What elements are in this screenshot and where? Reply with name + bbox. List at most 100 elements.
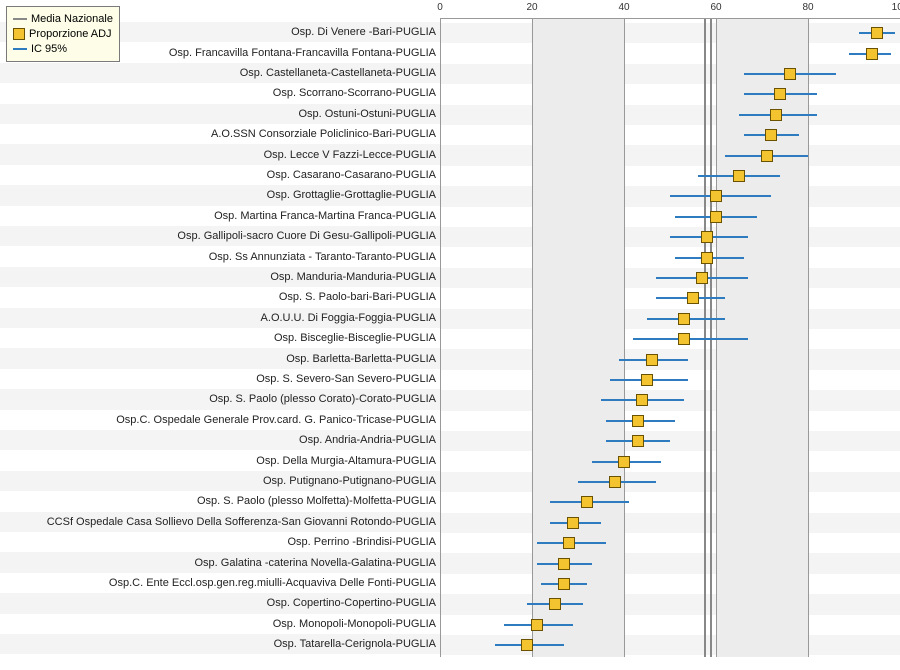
row-label: A.O.U.U. Di Foggia-Foggia-PUGLIA — [261, 312, 436, 324]
row-label: Osp. Francavilla Fontana-Francavilla Fon… — [169, 47, 436, 59]
forest-plot: Media NazionaleProporzione ADJIC 95% 0 20… — [0, 0, 900, 670]
row-label: Osp. Ss Annunziata - Taranto-Taranto-PUG… — [209, 251, 436, 263]
row-label-wrap: Osp. S. Paolo (plesso Molfetta)-Molfetta… — [0, 491, 440, 511]
point-marker — [710, 190, 722, 202]
row-label: Osp.C. Ente Eccl.osp.gen.reg.miulli-Acqu… — [109, 577, 436, 589]
legend-item: Media Nazionale — [13, 12, 113, 26]
row-label-wrap: Osp. Della Murgia-Altamura-PUGLIA — [0, 450, 440, 470]
row-stripe — [440, 472, 900, 492]
row-label-wrap: Osp. Gallipoli-sacro Cuore Di Gesu-Galli… — [0, 226, 440, 246]
point-marker — [531, 619, 543, 631]
point-marker — [871, 27, 883, 39]
point-marker — [641, 374, 653, 386]
point-marker — [549, 598, 561, 610]
row-stripe — [440, 431, 900, 451]
legend: Media NazionaleProporzione ADJIC 95% — [6, 6, 120, 62]
point-marker — [632, 435, 644, 447]
point-marker — [632, 415, 644, 427]
row-label-wrap: Osp. Galatina -caterina Novella-Galatina… — [0, 552, 440, 572]
plot-area — [440, 18, 900, 657]
legend-item: Proporzione ADJ — [13, 27, 113, 41]
row-stripe — [440, 23, 900, 43]
row-label: Osp. Casarano-Casarano-PUGLIA — [267, 169, 436, 181]
row-label-wrap: CCSf Ospedale Casa Sollievo Della Soffer… — [0, 512, 440, 532]
point-marker — [765, 129, 777, 141]
row-label-wrap: Osp. Copertino-Copertino-PUGLIA — [0, 593, 440, 613]
ci-bar — [633, 338, 748, 340]
legend-label: IC 95% — [31, 42, 67, 56]
row-label-wrap: Osp. Barletta-Barletta-PUGLIA — [0, 348, 440, 368]
point-marker — [563, 537, 575, 549]
row-label-wrap: Osp. S. Paolo (plesso Corato)-Corato-PUG… — [0, 389, 440, 409]
x-tick-label: 20 — [526, 2, 537, 13]
row-label-wrap: Osp. Castellaneta-Castellaneta-PUGLIA — [0, 63, 440, 83]
point-marker — [609, 476, 621, 488]
row-stripe — [440, 105, 900, 125]
point-marker — [567, 517, 579, 529]
row-label: Osp. Martina Franca-Martina Franca-PUGLI… — [214, 210, 436, 222]
row-label-wrap: Osp. S. Severo-San Severo-PUGLIA — [0, 369, 440, 389]
row-label: Osp. Gallipoli-sacro Cuore Di Gesu-Galli… — [177, 230, 436, 242]
row-label-wrap: A.O.SSN Consorziale Policlinico-Bari-PUG… — [0, 124, 440, 144]
row-label: CCSf Ospedale Casa Sollievo Della Soffer… — [47, 516, 436, 528]
point-marker — [784, 68, 796, 80]
row-label: Osp.C. Ospedale Generale Prov.card. G. P… — [116, 414, 436, 426]
row-label-wrap: Osp. Lecce V Fazzi-Lecce-PUGLIA — [0, 144, 440, 164]
point-marker — [618, 456, 630, 468]
row-label: Osp. Ostuni-Ostuni-PUGLIA — [298, 108, 436, 120]
y-labels: Osp. Di Venere -Bari-PUGLIA Osp. Francavi… — [0, 18, 440, 656]
row-label-wrap: Osp. Manduria-Manduria-PUGLIA — [0, 267, 440, 287]
row-label: Osp. Putignano-Putignano-PUGLIA — [263, 475, 436, 487]
gridline — [440, 19, 441, 657]
row-stripe — [440, 145, 900, 165]
point-marker — [701, 231, 713, 243]
x-tick-label: 60 — [710, 2, 721, 13]
row-stripe — [440, 594, 900, 614]
row-label: Osp. Barletta-Barletta-PUGLIA — [286, 353, 436, 365]
row-label: Osp. Perrino -Brindisi-PUGLIA — [287, 536, 436, 548]
x-tick-label: 80 — [802, 2, 813, 13]
point-marker — [678, 313, 690, 325]
row-label: Osp. Grottaglie-Grottaglie-PUGLIA — [267, 189, 436, 201]
point-marker — [678, 333, 690, 345]
legend-swatch — [13, 28, 25, 40]
row-label-wrap: A.O.U.U. Di Foggia-Foggia-PUGLIA — [0, 308, 440, 328]
row-label: Osp. Monopoli-Monopoli-PUGLIA — [273, 618, 436, 630]
row-label: A.O.SSN Consorziale Policlinico-Bari-PUG… — [211, 128, 436, 140]
point-marker — [636, 394, 648, 406]
row-label: Osp. Di Venere -Bari-PUGLIA — [291, 26, 436, 38]
row-label-wrap: Osp.C. Ospedale Generale Prov.card. G. P… — [0, 410, 440, 430]
point-marker — [687, 292, 699, 304]
row-label: Osp. Copertino-Copertino-PUGLIA — [267, 597, 436, 609]
legend-swatch — [13, 18, 27, 20]
x-tick-label: 0 — [437, 2, 443, 13]
x-tick-label: 100 — [892, 2, 900, 13]
point-marker — [558, 578, 570, 590]
row-label-wrap: Osp. Andria-Andria-PUGLIA — [0, 430, 440, 450]
row-label: Osp. Tatarella-Cerignola-PUGLIA — [274, 638, 436, 650]
point-marker — [521, 639, 533, 651]
point-marker — [710, 211, 722, 223]
x-tick-label: 40 — [618, 2, 629, 13]
row-label: Osp. S. Paolo (plesso Corato)-Corato-PUG… — [209, 393, 436, 405]
row-label: Osp. Galatina -caterina Novella-Galatina… — [195, 557, 437, 569]
point-marker — [581, 496, 593, 508]
point-marker — [770, 109, 782, 121]
row-label: Osp. Manduria-Manduria-PUGLIA — [270, 271, 436, 283]
row-label: Osp. Della Murgia-Altamura-PUGLIA — [256, 455, 436, 467]
row-label-wrap: Osp. Scorrano-Scorrano-PUGLIA — [0, 83, 440, 103]
point-marker — [696, 272, 708, 284]
row-label-wrap: Osp. Perrino -Brindisi-PUGLIA — [0, 532, 440, 552]
row-label: Osp. Lecce V Fazzi-Lecce-PUGLIA — [264, 149, 436, 161]
row-label-wrap: Osp. Ss Annunziata - Taranto-Taranto-PUG… — [0, 246, 440, 266]
row-label-wrap: Osp. Martina Franca-Martina Franca-PUGLI… — [0, 206, 440, 226]
row-label-wrap: Osp. Ostuni-Ostuni-PUGLIA — [0, 104, 440, 124]
row-label: Osp. S. Paolo-bari-Bari-PUGLIA — [279, 291, 436, 303]
row-label: Osp. Andria-Andria-PUGLIA — [299, 434, 436, 446]
row-label-wrap: Osp. Tatarella-Cerignola-PUGLIA — [0, 634, 440, 654]
legend-label: Media Nazionale — [31, 12, 113, 26]
row-stripe — [440, 513, 900, 533]
gridline — [624, 19, 625, 657]
row-label-wrap: Osp. Putignano-Putignano-PUGLIA — [0, 471, 440, 491]
gridline — [532, 19, 533, 657]
